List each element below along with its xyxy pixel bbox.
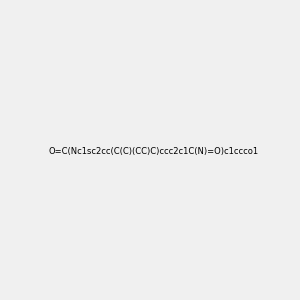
Text: O=C(Nc1sc2cc(C(C)(CC)C)ccc2c1C(N)=O)c1ccco1: O=C(Nc1sc2cc(C(C)(CC)C)ccc2c1C(N)=O)c1cc… xyxy=(49,147,259,156)
